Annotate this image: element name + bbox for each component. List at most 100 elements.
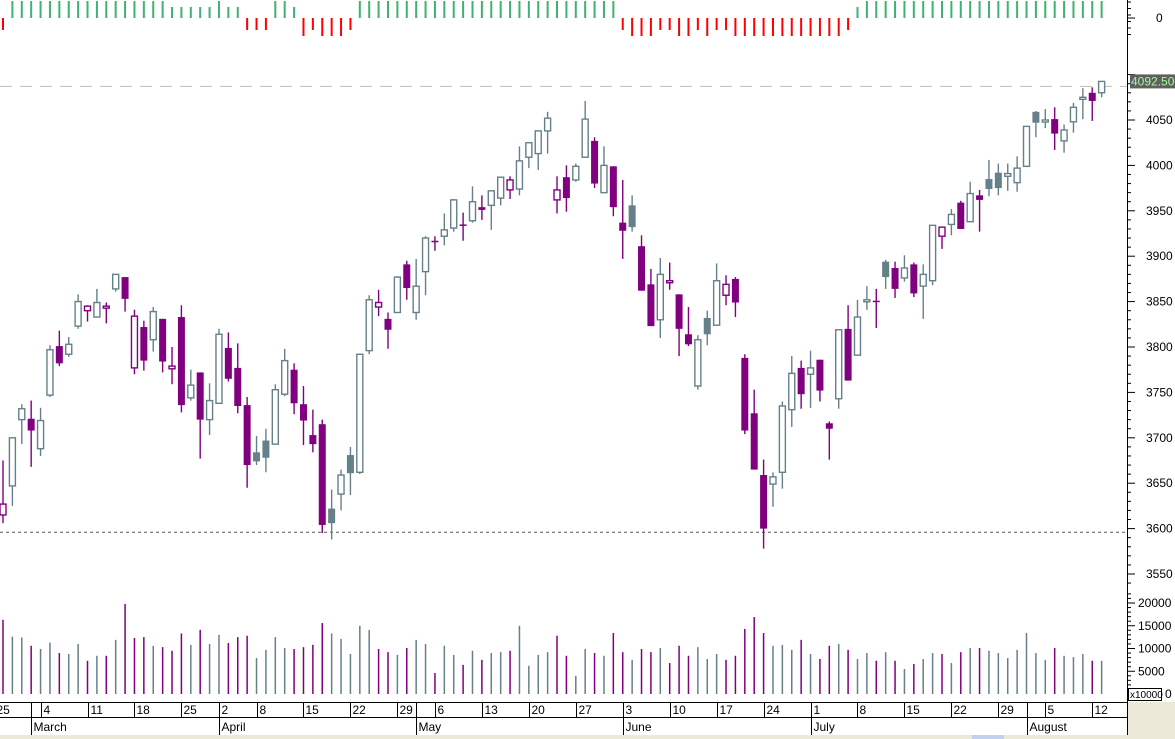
volume-bar (1025, 633, 1028, 694)
candle-body (55, 346, 63, 364)
price-axis-label: 3800 (1146, 340, 1173, 354)
candle (957, 200, 965, 229)
candle-body (928, 224, 937, 282)
candle (102, 302, 110, 324)
candle-body (609, 166, 617, 208)
indicator-bar (293, 7, 296, 18)
candle-body (525, 141, 533, 158)
axis-background (1127, 0, 1175, 702)
candle (253, 435, 261, 466)
month-label: March (34, 720, 67, 734)
candle-body (665, 280, 674, 284)
candle-body (572, 165, 580, 181)
candle (224, 332, 232, 382)
volume-bar (593, 653, 596, 694)
volume-bar (340, 638, 342, 694)
indicator-bar (781, 18, 784, 36)
indicator-bar (546, 1, 549, 18)
candle (46, 345, 54, 397)
indicator-bar (1081, 1, 1084, 18)
candle (572, 163, 580, 182)
indicator-bar (612, 1, 615, 18)
volume-axis-label: 0 (1165, 687, 1172, 701)
indicator-bar (818, 18, 821, 36)
candle (694, 335, 702, 390)
candle (750, 389, 758, 470)
volume-bar (321, 623, 324, 694)
candle-body (1069, 106, 1078, 123)
candle-body (910, 264, 918, 294)
volume-bar (621, 652, 624, 694)
candle-body (797, 367, 805, 395)
indicator-bar (180, 7, 183, 18)
horizontal-scrollbar[interactable] (0, 735, 1175, 739)
indicator-bar (556, 1, 559, 18)
indicator-bar (734, 18, 737, 36)
volume-axis-label: 15000 (1138, 619, 1172, 633)
candle (450, 198, 458, 232)
scrollbar-thumb[interactable] (972, 735, 1004, 739)
volume-bar (931, 653, 934, 694)
candle (468, 186, 477, 223)
day-label: 29 (1001, 703, 1015, 717)
candle (628, 195, 636, 232)
volume-bar (866, 653, 868, 694)
candle (18, 404, 26, 445)
day-label: 8 (260, 703, 267, 717)
candle-body (863, 299, 871, 303)
price-axis-label: 3700 (1146, 431, 1173, 445)
volume-bar (452, 654, 455, 694)
candle (525, 141, 533, 169)
candle (1032, 110, 1040, 138)
candle (816, 359, 824, 402)
candle (309, 409, 317, 453)
indicator-bar (922, 1, 925, 18)
volume-bar (274, 637, 277, 694)
candle-body (36, 419, 45, 450)
candle (684, 307, 692, 347)
candle (0, 460, 7, 524)
candle (882, 259, 890, 289)
indicator-bar (743, 18, 746, 36)
scrollbar-track[interactable] (0, 735, 1175, 739)
candle (1041, 109, 1049, 129)
candle-body (65, 343, 73, 355)
candle (421, 236, 430, 296)
date-axis-background (0, 702, 1127, 735)
price-axis-label: 3600 (1146, 522, 1173, 536)
day-label: 15 (306, 703, 320, 717)
candle-body (553, 189, 561, 201)
indicator-bar (640, 18, 643, 36)
candle-body (543, 117, 552, 132)
indicator-bar (471, 1, 474, 18)
candle (675, 294, 683, 357)
volume-bar (612, 633, 615, 694)
indicator-bar (77, 1, 80, 18)
month-label: August (1030, 720, 1068, 734)
candle (328, 489, 336, 540)
volume-bar (359, 625, 361, 694)
indicator-bar (142, 1, 145, 18)
volume-bar (190, 644, 192, 694)
indicator-bar (86, 1, 89, 18)
volume-bar (237, 637, 239, 694)
candle (27, 400, 35, 467)
volume-bar (753, 617, 755, 694)
indicator-bar (274, 1, 277, 18)
day-label: 13 (485, 703, 499, 717)
indicator-bar (941, 1, 943, 18)
volume-bar (659, 648, 662, 694)
candle (703, 310, 711, 346)
candle-body (450, 199, 458, 229)
volume-bar (114, 639, 117, 694)
candle-body (1079, 96, 1087, 101)
volume-bar (800, 639, 802, 694)
volume-bar (828, 645, 831, 694)
volume-bar (546, 652, 549, 694)
volume-axis-label: 20000 (1138, 596, 1172, 610)
candle-body (309, 435, 317, 445)
indicator-bar (217, 1, 220, 18)
candle (985, 159, 993, 197)
volume-bar (1053, 648, 1056, 694)
